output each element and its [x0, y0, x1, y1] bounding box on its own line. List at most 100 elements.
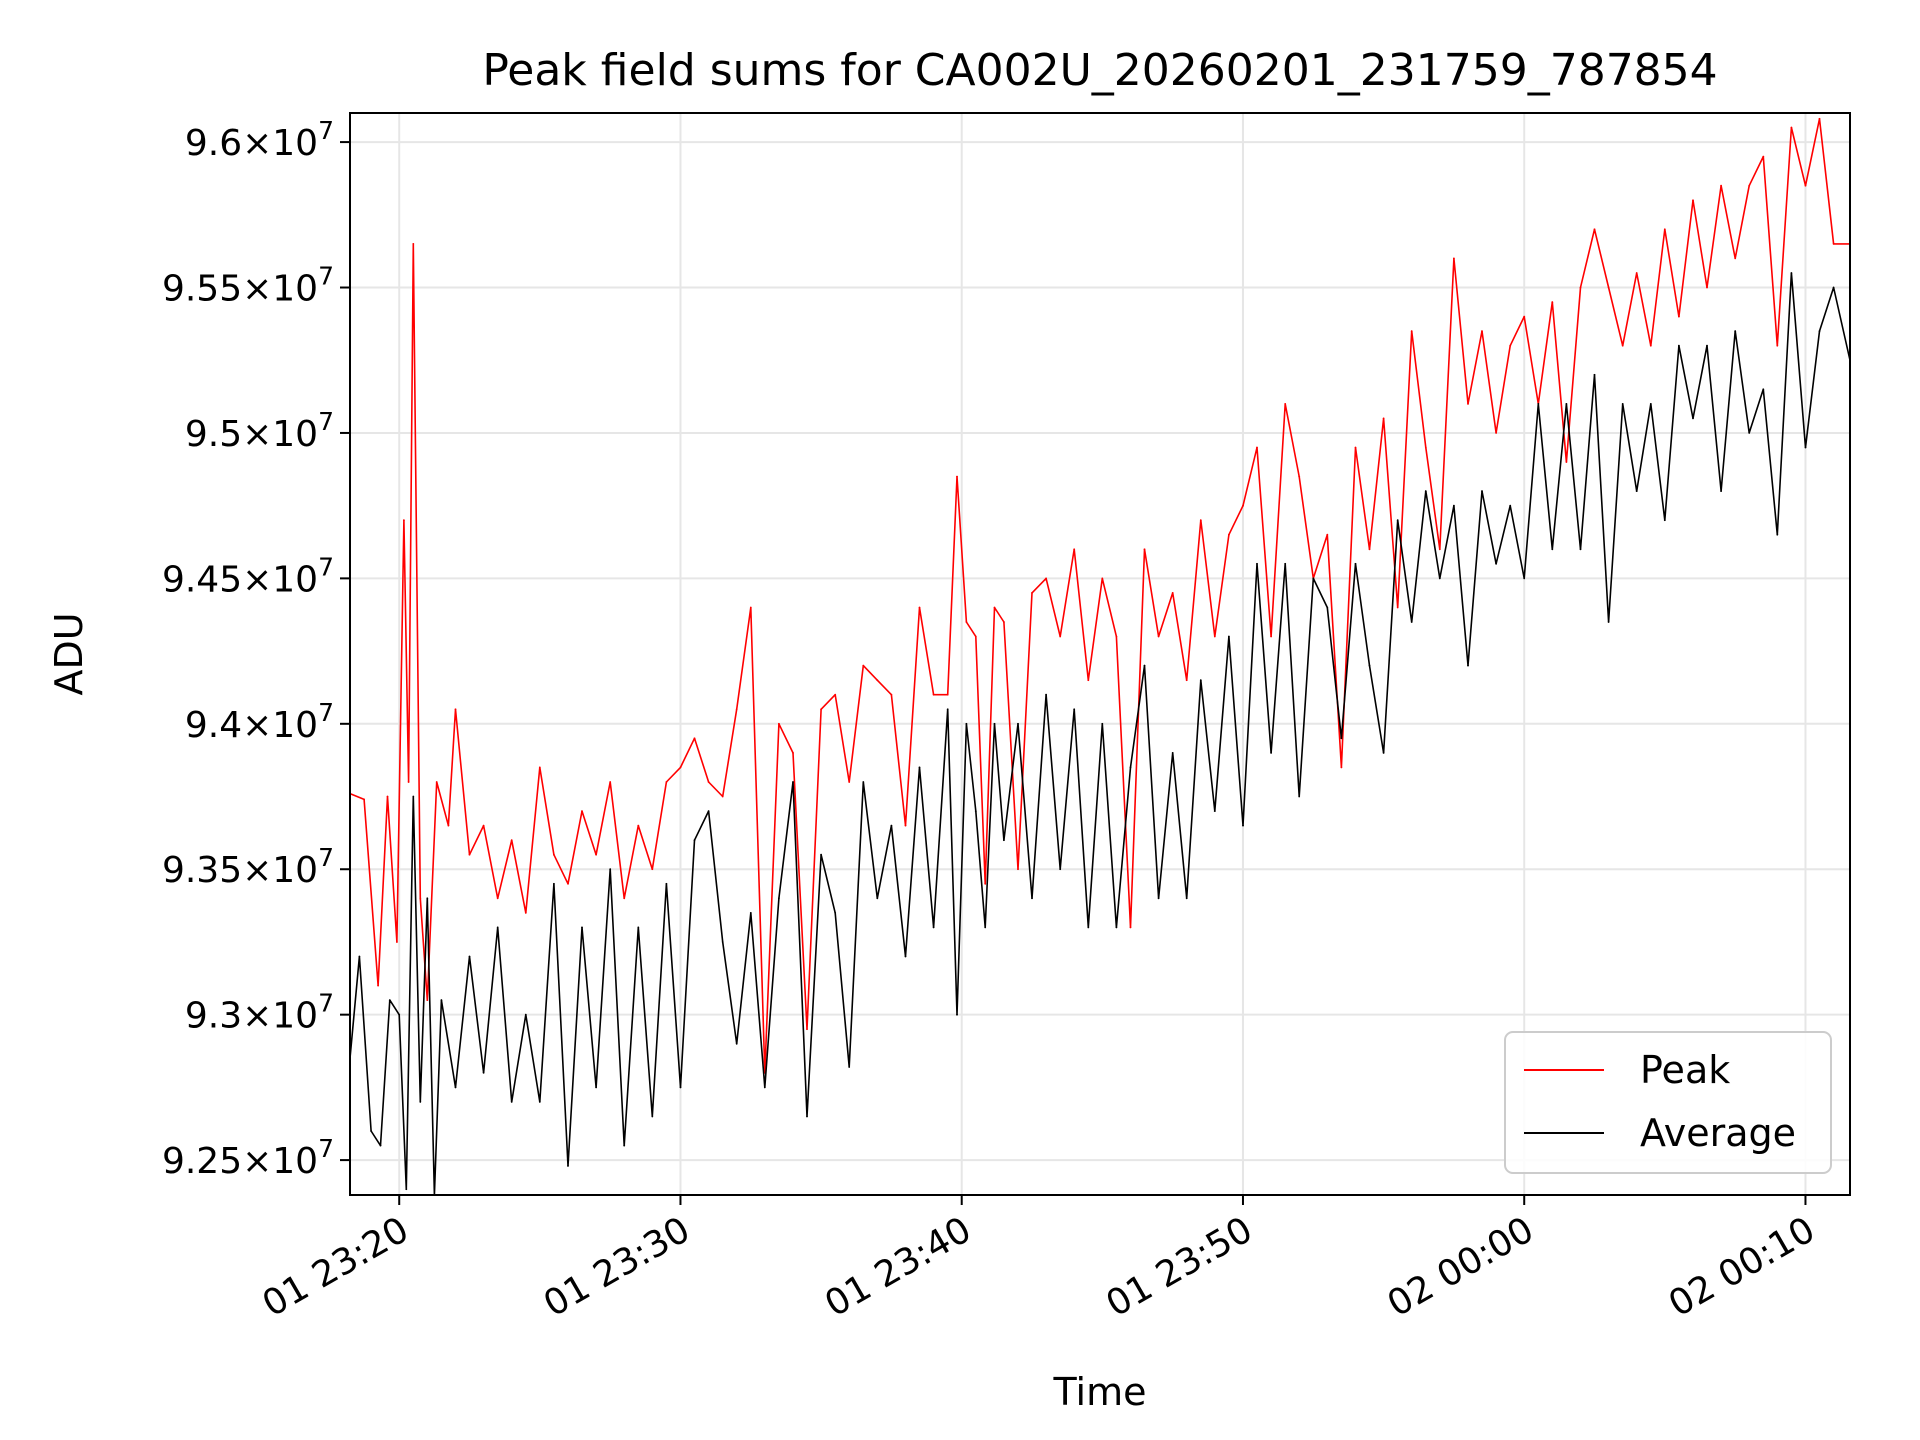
data-point-average [932, 926, 935, 929]
data-point-average [993, 722, 996, 725]
data-point-peak [1776, 344, 1779, 347]
data-point-average [1256, 562, 1258, 565]
data-point-average [440, 999, 443, 1001]
data-point-peak [890, 693, 893, 696]
data-point-average [1031, 897, 1033, 900]
data-point-peak [932, 693, 935, 696]
data-point-average [1396, 519, 1399, 522]
data-point-peak [1635, 272, 1638, 274]
data-point-average [482, 1071, 485, 1074]
data-point-average [862, 781, 865, 783]
data-point-average [496, 926, 499, 929]
data-point-average [1762, 388, 1765, 391]
data-point-peak [707, 781, 710, 783]
data-point-peak [1706, 286, 1708, 289]
data-point-peak [1790, 126, 1793, 129]
data-point-peak [1171, 592, 1174, 594]
data-point-average [1312, 577, 1315, 580]
data-point-average [1579, 548, 1582, 551]
data-point-average [1748, 432, 1751, 434]
data-point-peak [1185, 679, 1188, 682]
y-tick-label: 9.35×107 [162, 843, 334, 891]
x-axis-label: Time [1053, 1370, 1147, 1414]
legend-peak-label: Peak [1640, 1048, 1730, 1092]
data-point-average [778, 897, 780, 900]
data-point-average [904, 955, 907, 958]
data-point-peak [1748, 184, 1751, 187]
data-point-average [749, 912, 752, 914]
data-point-peak [1256, 446, 1258, 449]
data-point-average [1453, 504, 1455, 507]
data-point-peak [1410, 330, 1413, 332]
data-point-peak [412, 243, 415, 245]
data-point-peak [1467, 403, 1469, 405]
data-point-average [405, 1188, 408, 1191]
data-point-peak [1692, 199, 1694, 202]
data-point-average [1776, 533, 1779, 536]
data-point-average [965, 722, 968, 725]
data-point-average [1678, 344, 1680, 347]
data-point-peak [377, 984, 379, 987]
data-point-average [538, 1101, 541, 1103]
data-point-average [1818, 330, 1821, 332]
data-point-average [679, 1086, 682, 1089]
data-point-peak [1157, 635, 1160, 638]
data-point-peak [1368, 548, 1371, 551]
data-point-average [707, 810, 710, 812]
data-point-peak [1115, 635, 1118, 638]
data-point-average [1621, 403, 1624, 405]
data-point-average [595, 1086, 597, 1089]
data-point-peak [553, 853, 555, 856]
plot-area [350, 117, 1850, 1195]
data-point-average [1649, 403, 1652, 405]
data-point-average [1438, 577, 1441, 580]
data-point-average [1537, 403, 1540, 405]
data-point-peak [1129, 926, 1132, 929]
data-point-peak [679, 766, 682, 769]
data-point-peak [538, 766, 541, 769]
data-point-average [1804, 446, 1807, 449]
data-point-average [956, 1013, 958, 1016]
data-point-average [637, 926, 640, 929]
data-point-peak [993, 606, 996, 609]
data-point-peak [419, 897, 422, 900]
series-layer [350, 117, 1850, 1195]
y-axis: 9.25×107 9.3×107 9.35×107 9.4×107 9.45×107 9.… [162, 116, 350, 1182]
data-point-average [1185, 897, 1188, 900]
data-point-peak [1017, 868, 1019, 871]
y-tick-label: 9.4×107 [185, 698, 334, 746]
data-point-average [1115, 926, 1118, 929]
data-point-average [1073, 708, 1076, 711]
data-point-peak [1621, 344, 1624, 347]
data-point-peak [396, 941, 398, 943]
data-point-average [1157, 897, 1160, 900]
data-point-peak [965, 621, 968, 623]
data-point-peak [956, 475, 958, 478]
plot-frame [349, 112, 1851, 1196]
data-point-average [623, 1144, 626, 1147]
data-point-peak [1832, 243, 1835, 245]
data-point-peak [1551, 301, 1554, 303]
data-point-peak [1509, 344, 1512, 347]
data-point-average [1045, 693, 1047, 696]
data-point-average [1101, 722, 1104, 725]
data-point-average [581, 926, 583, 929]
legend-average-label: Average [1640, 1111, 1796, 1155]
data-point-peak [1073, 548, 1076, 551]
data-point-average [609, 868, 612, 871]
data-point-average [468, 955, 471, 958]
data-point-peak [974, 635, 977, 638]
data-point-average [524, 1013, 527, 1016]
data-point-peak [407, 781, 410, 783]
y-axis-label: ADU [47, 612, 91, 695]
data-point-peak [749, 606, 752, 609]
data-point-average [834, 912, 837, 914]
data-point-peak [1804, 184, 1807, 187]
data-point-peak [1818, 117, 1821, 120]
data-point-peak [946, 693, 949, 696]
data-point-peak [862, 664, 865, 667]
data-point-average [1213, 810, 1216, 812]
data-point-average [1424, 490, 1427, 492]
data-point-peak [1298, 475, 1301, 478]
